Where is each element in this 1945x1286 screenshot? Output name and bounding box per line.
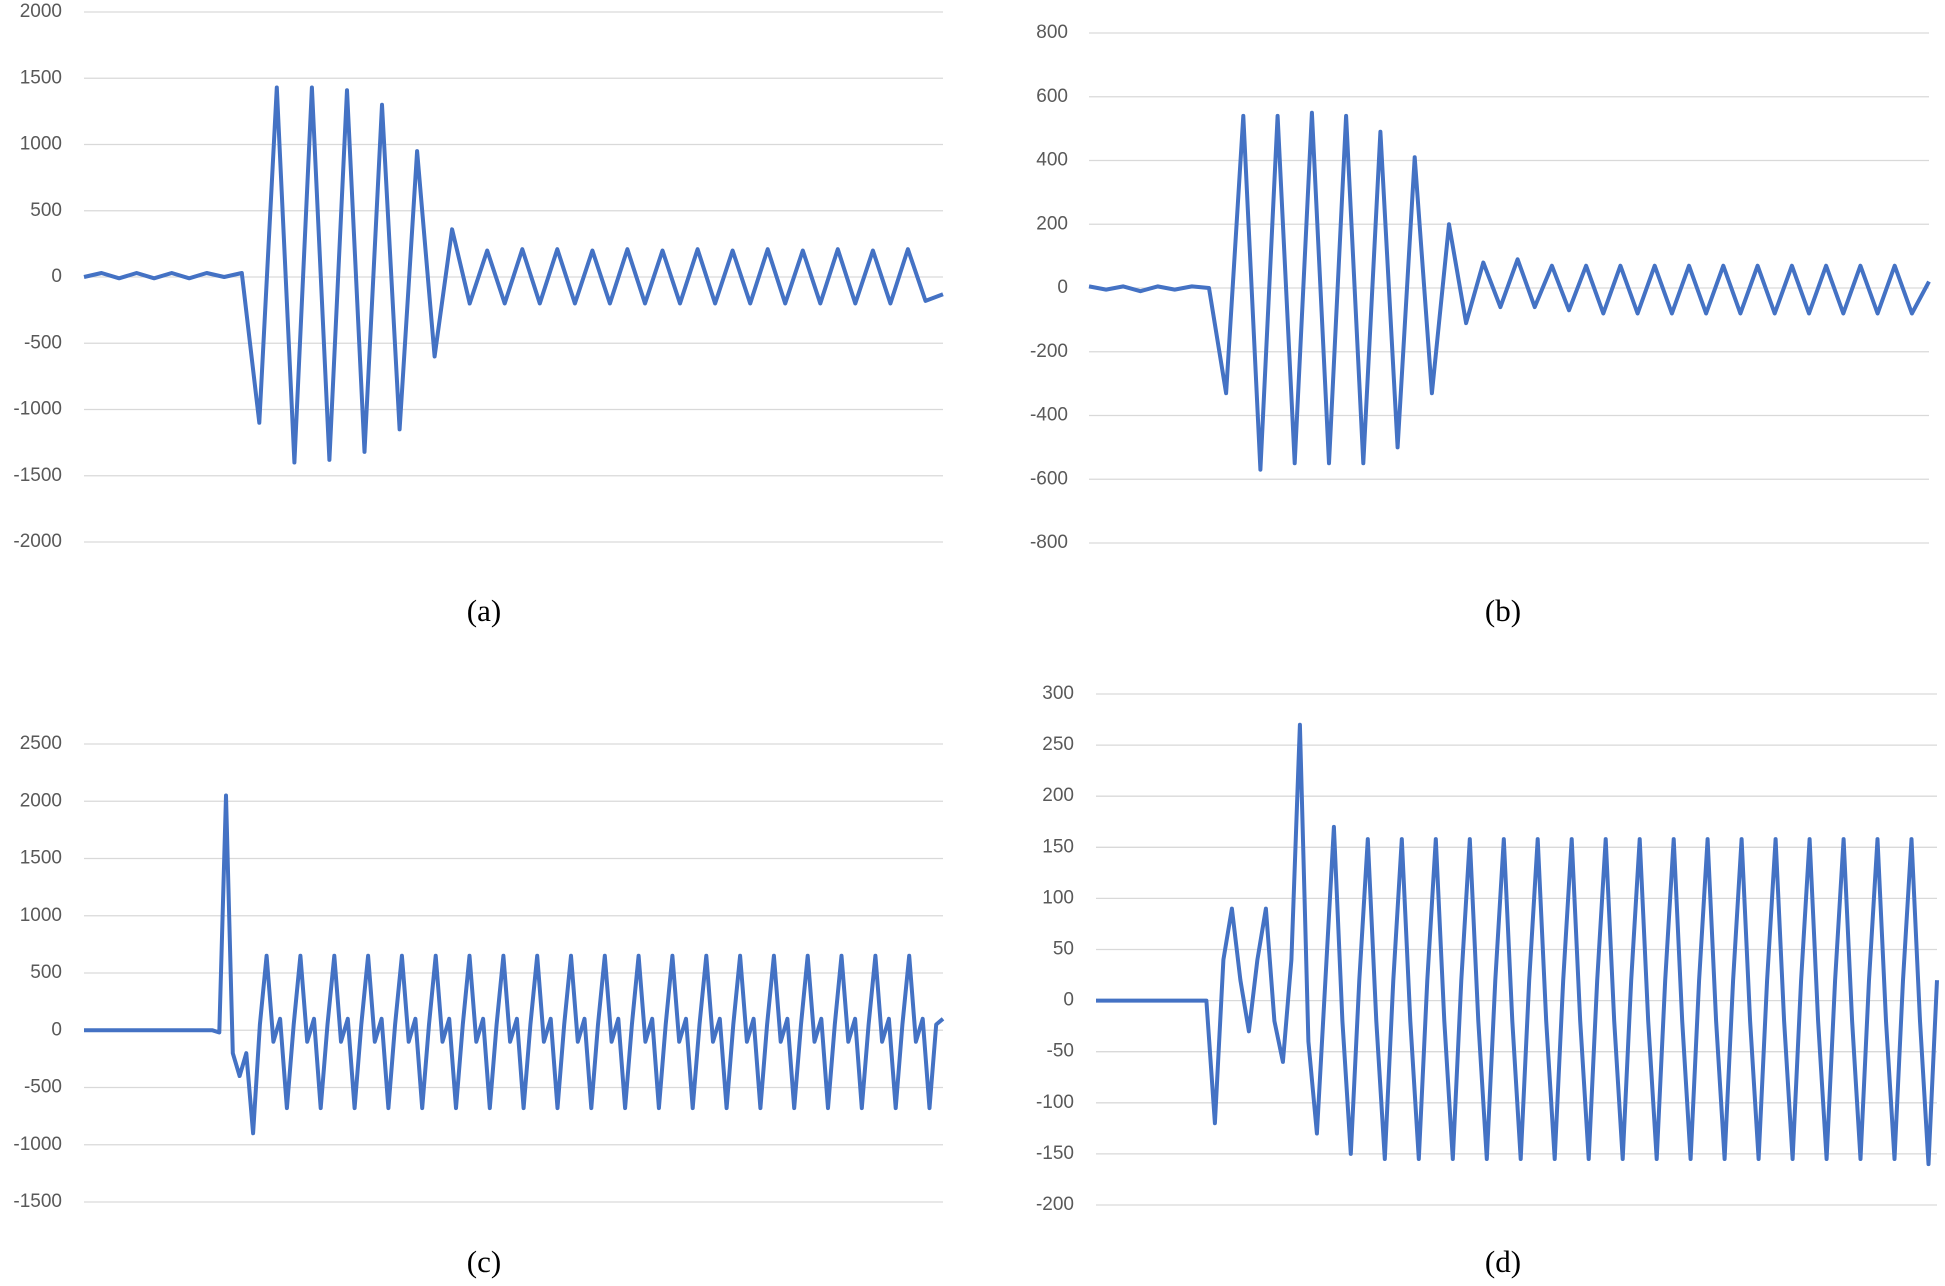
y-tick-label: 250 bbox=[1042, 734, 1074, 755]
y-tick-label: 1500 bbox=[20, 67, 62, 88]
caption: (d) bbox=[1485, 1244, 1521, 1279]
y-tick-label: -100 bbox=[1036, 1092, 1074, 1113]
y-tick-label: -800 bbox=[1030, 532, 1068, 553]
y-tick-label: 0 bbox=[51, 266, 62, 287]
y-tick-label: -600 bbox=[1030, 468, 1068, 489]
y-tick-label: 1500 bbox=[20, 848, 62, 869]
y-tick-label: 500 bbox=[30, 200, 62, 221]
y-tick-label: -400 bbox=[1030, 405, 1068, 426]
data-line bbox=[1088, 110, 1931, 472]
y-tick-label: 1000 bbox=[20, 134, 62, 155]
y-tick-label: 0 bbox=[1063, 990, 1074, 1011]
y-tick-label: 800 bbox=[1036, 22, 1068, 43]
caption: (c) bbox=[467, 1244, 501, 1279]
y-tick-label: -150 bbox=[1036, 1143, 1074, 1164]
y-tick-label: 0 bbox=[1057, 277, 1068, 298]
y-tick-label: 2500 bbox=[20, 733, 62, 754]
y-tick-label: -50 bbox=[1047, 1041, 1074, 1062]
y-tick-label: 2000 bbox=[20, 790, 62, 811]
y-tick-label: -200 bbox=[1036, 1194, 1074, 1215]
caption: (b) bbox=[1485, 593, 1521, 628]
y-tick-label: 100 bbox=[1042, 887, 1074, 908]
y-tick-label: -500 bbox=[24, 332, 62, 353]
y-tick-label: -1500 bbox=[13, 1191, 62, 1212]
y-tick-label: 1000 bbox=[20, 905, 62, 926]
y-tick-label: 400 bbox=[1036, 150, 1068, 171]
y-tick-label: 200 bbox=[1036, 213, 1068, 234]
data-line bbox=[83, 85, 944, 465]
y-tick-label: 150 bbox=[1042, 836, 1074, 857]
y-tick-label: 600 bbox=[1036, 86, 1068, 107]
y-tick-label: -1500 bbox=[13, 465, 62, 486]
y-tick-label: -1000 bbox=[13, 1134, 62, 1155]
y-tick-label: -2000 bbox=[13, 531, 62, 552]
y-tick-label: 50 bbox=[1053, 939, 1074, 960]
data-line bbox=[84, 793, 945, 1136]
y-tick-label: -200 bbox=[1030, 341, 1068, 362]
y-tick-label: 2000 bbox=[20, 1, 62, 22]
y-tick-label: 200 bbox=[1042, 785, 1074, 806]
y-tick-label: -1000 bbox=[13, 399, 62, 420]
y-tick-label: 500 bbox=[30, 962, 62, 983]
data-line bbox=[1096, 722, 1939, 1167]
y-tick-label: 300 bbox=[1042, 683, 1074, 704]
y-tick-label: 0 bbox=[51, 1019, 62, 1040]
caption: (a) bbox=[467, 593, 501, 628]
y-tick-label: -500 bbox=[24, 1077, 62, 1098]
